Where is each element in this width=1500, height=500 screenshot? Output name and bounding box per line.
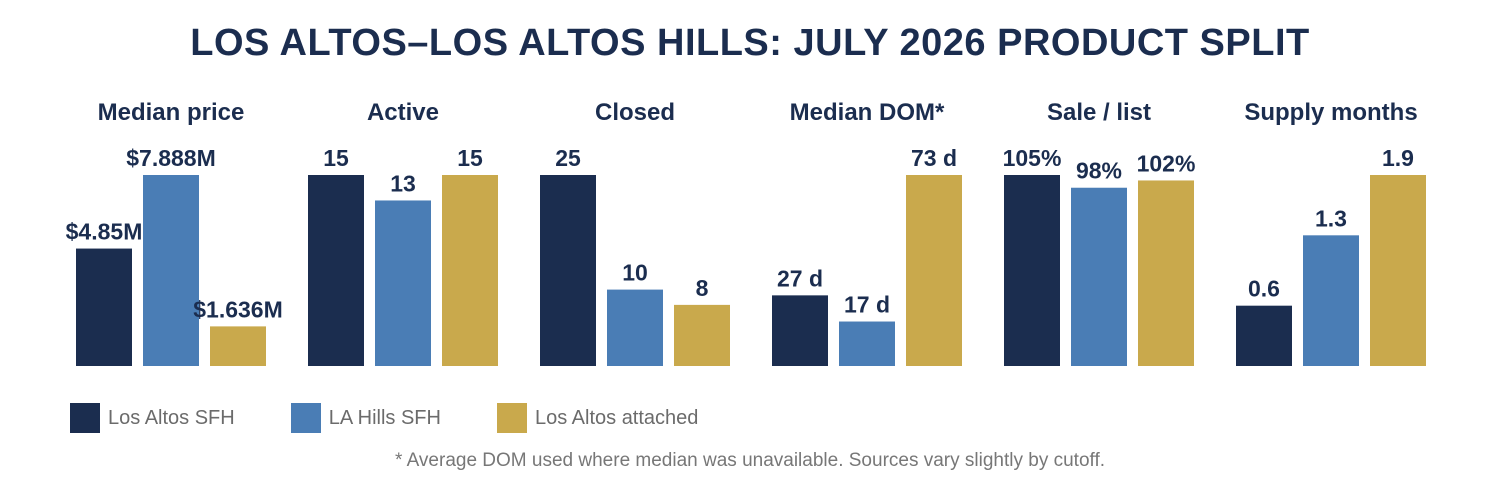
bar-los-altos-sfh (76, 248, 132, 366)
bar-los-altos-sfh (772, 295, 828, 366)
data-label: 73 d (911, 145, 957, 171)
panel-closed: Closed 25 10 8 (540, 99, 730, 366)
bar-los-altos-attached (210, 326, 266, 366)
panel-sale-list: Sale / list 105% 98% 102% (1003, 99, 1196, 366)
panel-active: Active 15 13 15 (308, 99, 498, 366)
data-label: 10 (622, 260, 648, 286)
legend-item-la-hills-sfh: LA Hills SFH (290, 403, 441, 433)
data-label: 25 (555, 145, 581, 171)
data-label: 102% (1137, 150, 1196, 176)
bar-la-hills-sfh (1303, 235, 1359, 366)
legend-label: Los Altos SFH (108, 406, 235, 429)
bar-los-altos-attached (1138, 180, 1194, 366)
data-label: $7.888M (126, 145, 216, 171)
panel-median-dom: Median DOM* 27 d 17 d 73 d (772, 99, 962, 366)
bar-los-altos-attached (442, 175, 498, 366)
legend-swatch (496, 403, 527, 433)
legend-label: Los Altos attached (534, 406, 699, 429)
data-label: 105% (1003, 145, 1062, 171)
bar-los-altos-attached (1370, 175, 1426, 366)
panel-title: Closed (595, 99, 675, 126)
data-label: 98% (1076, 158, 1122, 184)
panel-title: Median DOM* (790, 99, 945, 126)
panel-title: Active (367, 99, 439, 126)
footnote: * Average DOM used where median was unav… (394, 450, 1106, 471)
data-label: 1.9 (1382, 145, 1414, 171)
page-title: LOS ALTOS–LOS ALTOS HILLS: JULY 2026 PRO… (190, 22, 1310, 64)
bar-la-hills-sfh (839, 321, 895, 366)
panel-supply-months: Supply months 0.6 1.3 1.9 (1236, 99, 1426, 366)
data-label: $1.636M (193, 296, 283, 322)
bar-los-altos-attached (906, 175, 962, 366)
panel-title: Sale / list (1047, 99, 1151, 126)
panel-title: Supply months (1244, 99, 1417, 126)
legend-item-los-altos-sfh: Los Altos SFH (70, 403, 235, 433)
bar-la-hills-sfh (1071, 187, 1127, 366)
legend-item-los-altos-attached: Los Altos attached (496, 403, 699, 433)
data-label: 15 (457, 145, 483, 171)
bar-la-hills-sfh (607, 289, 663, 366)
bar-los-altos-sfh (540, 175, 596, 366)
bar-la-hills-sfh (375, 200, 431, 366)
bar-los-altos-sfh (1236, 305, 1292, 366)
legend-label: LA Hills SFH (328, 406, 441, 429)
legend-swatch (290, 403, 321, 433)
bar-la-hills-sfh (143, 175, 199, 366)
legend-swatch (70, 403, 100, 433)
legend: Los Altos SFH LA Hills SFH Los Altos att… (70, 402, 754, 434)
bar-los-altos-sfh (308, 175, 364, 366)
data-label: 27 d (777, 265, 823, 291)
bar-los-altos-sfh (1004, 175, 1060, 366)
data-label: 17 d (844, 292, 890, 318)
panel-title: Median price (98, 99, 245, 126)
data-label: 0.6 (1248, 276, 1280, 302)
panel-median-price: Median price $4.85M $7.888M $1.636M (66, 99, 283, 366)
data-label: 13 (390, 170, 416, 196)
data-label: 8 (696, 275, 709, 301)
chart-panels: Median price $4.85M $7.888M $1.636M Active 15… (66, 99, 1426, 366)
bar-los-altos-attached (674, 304, 730, 366)
data-label: 1.3 (1315, 205, 1347, 231)
data-label: $4.85M (66, 219, 143, 245)
data-label: 15 (323, 145, 349, 171)
